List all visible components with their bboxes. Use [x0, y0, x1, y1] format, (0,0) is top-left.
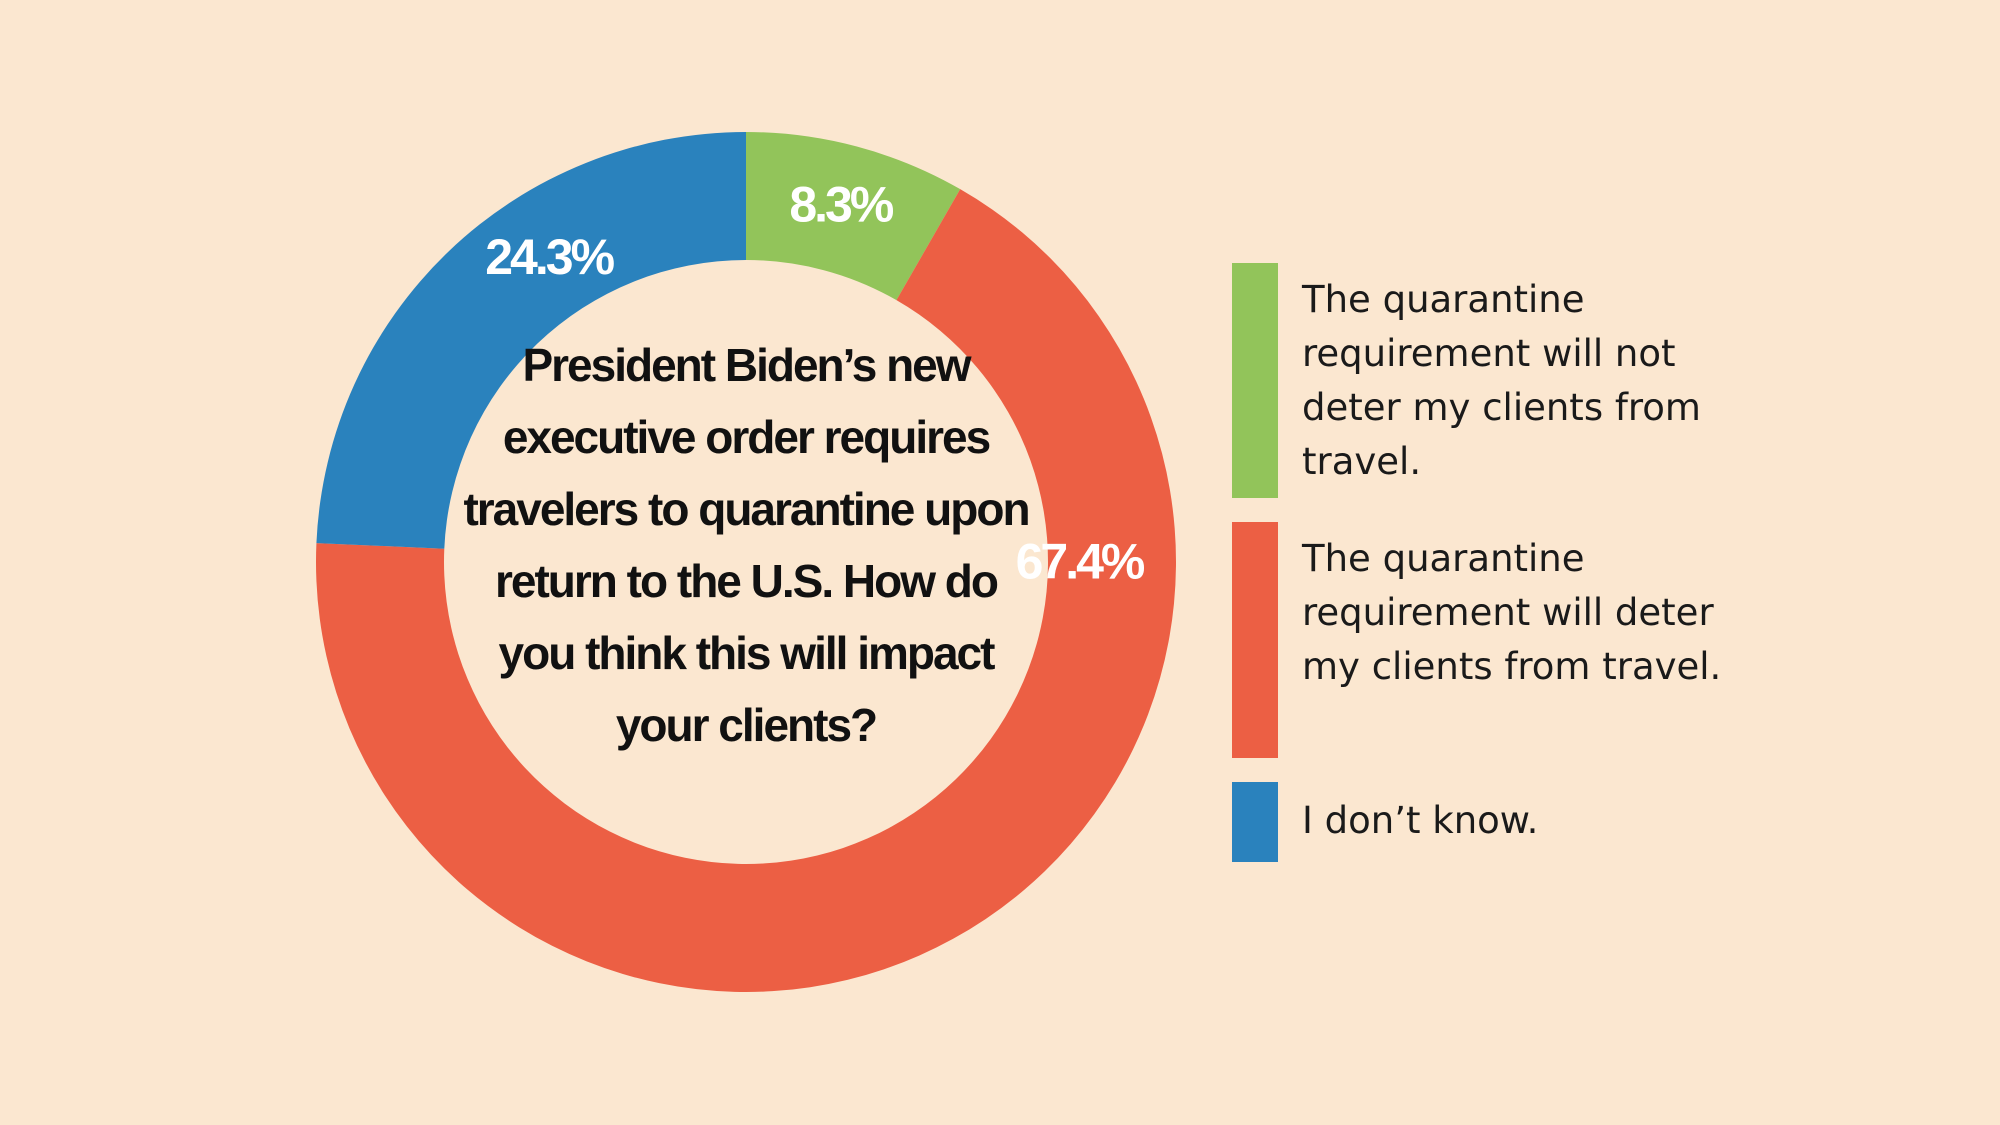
slice-label-dont-know: 24.3% [485, 229, 614, 285]
legend-swatch-blue [1232, 782, 1278, 862]
slice-label-deter: 67.4% [1016, 533, 1145, 589]
donut-slice-not-deter [746, 132, 961, 301]
legend-label-deter: The quarantine requirement will deter my… [1302, 537, 1722, 688]
chart-title: President Biden’s new executive order re… [463, 339, 1030, 751]
slice-label-not-deter: 8.3% [789, 177, 894, 233]
slice-labels: 8.3% 67.4% 24.3% [485, 177, 1148, 590]
legend-label-not-deter: The quarantine requirement will not dete… [1302, 278, 1701, 483]
legend-swatch-orange [1232, 522, 1278, 758]
legend-label-dont-know: I don’t know. [1302, 799, 1539, 842]
donut-slice-dont-know [316, 132, 746, 549]
donut-slice-deter [316, 189, 1177, 992]
donut-slices [316, 132, 1177, 992]
legend-swatch-green [1232, 263, 1278, 498]
